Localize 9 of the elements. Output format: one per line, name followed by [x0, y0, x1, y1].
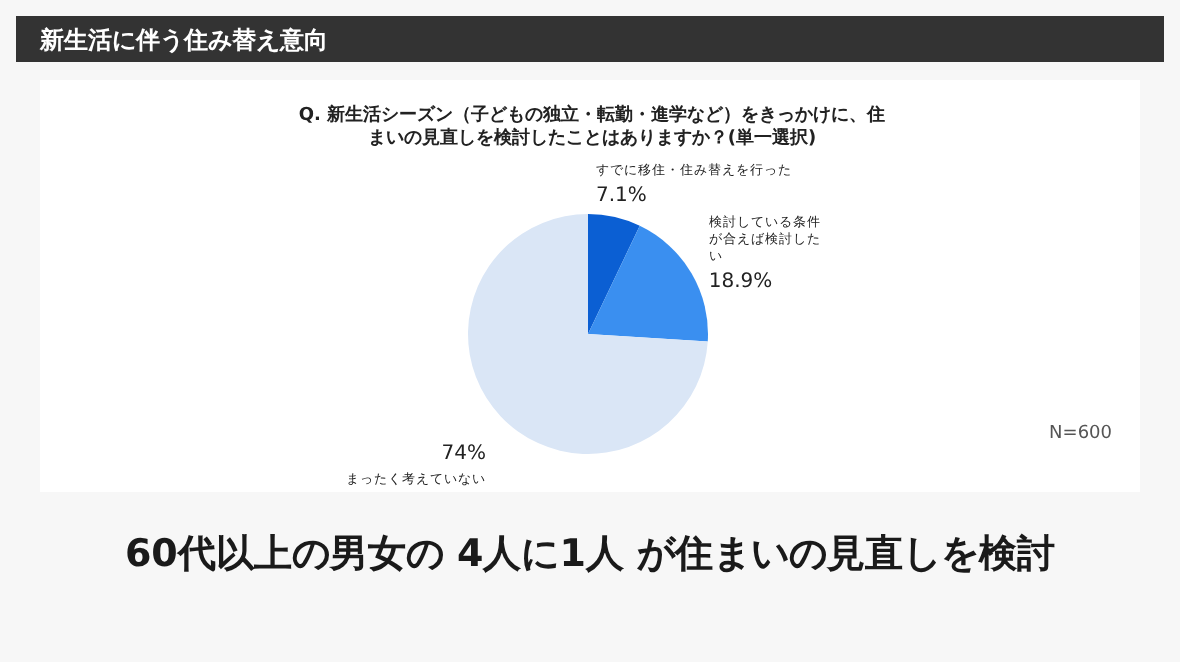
data-label: 18.9%: [708, 271, 773, 294]
chart-title: 新生活に伴う住み替え意向: [38, 26, 328, 54]
chart-subtitle: Q. 新生活シーズン（子どもの独立・転勤・進学など）をきっかけに、住まいの見直しを検討したことはありますか？(単一選択): [298, 104, 886, 150]
pie-slice: [588, 225, 708, 342]
text: 60代以上の男女の 4人に1人 が住まいの見直しを検討: [124, 532, 1056, 576]
text: N=600: [1049, 424, 1113, 444]
data-label: 7.1%: [596, 185, 647, 207]
pie-slice: [588, 214, 640, 334]
data-label: 74%: [441, 443, 486, 466]
